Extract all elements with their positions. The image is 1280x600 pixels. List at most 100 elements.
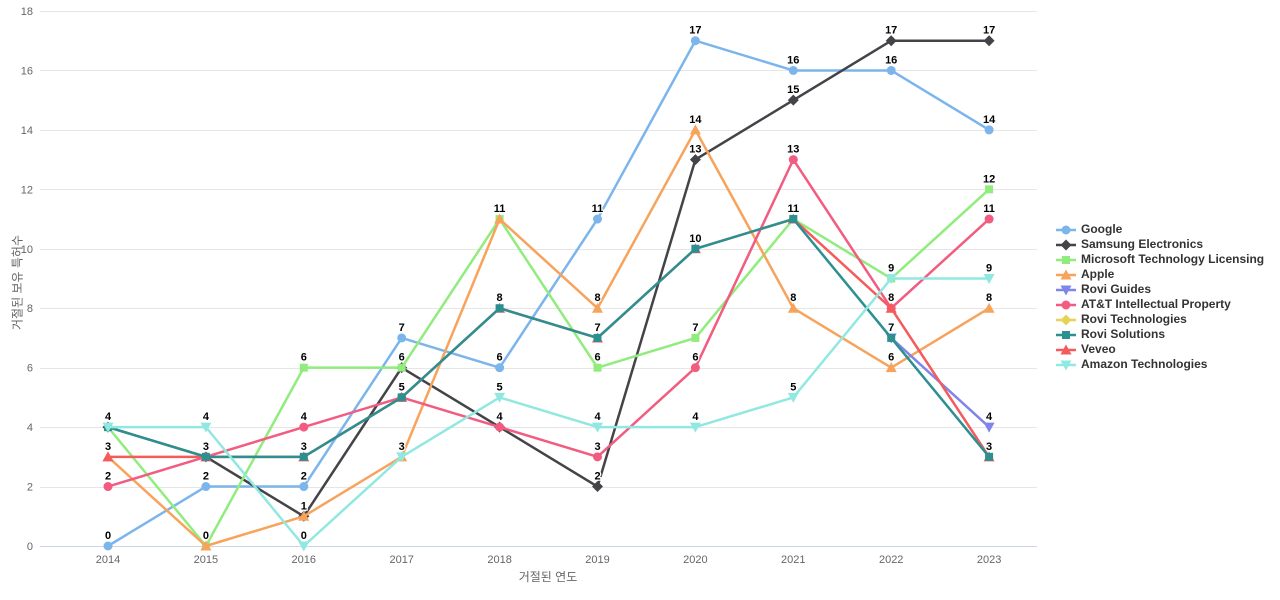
data-point-apple-2020[interactable] — [689, 124, 701, 135]
data-point-rovi-solutions-2021[interactable] — [789, 215, 798, 224]
data-point-google-2019[interactable] — [593, 214, 602, 224]
data-label: 6 — [497, 352, 503, 364]
data-point-at-t-intellectual-property-2021[interactable] — [788, 155, 798, 165]
data-point-apple-2019[interactable] — [592, 302, 603, 313]
data-label: 0 — [203, 530, 209, 542]
legend-item-samsung-electronics[interactable]: Samsung Electronics — [1056, 237, 1264, 252]
data-point-google-2020[interactable] — [690, 36, 700, 46]
veveo-series-marker-icon — [1056, 344, 1076, 354]
data-point-samsung-electronics-2019[interactable] — [592, 481, 603, 493]
data-label: 12 — [983, 173, 995, 185]
data-point-google-2023[interactable] — [984, 125, 994, 135]
legend-item-rovi-technologies[interactable]: Rovi Technologies — [1056, 312, 1264, 327]
data-point-rovi-guides-2023[interactable] — [983, 422, 995, 433]
data-point-microsoft-technology-licensing-2020[interactable] — [691, 333, 700, 342]
legend-item-apple[interactable]: Apple — [1056, 267, 1264, 282]
data-point-amazon-technologies-2023[interactable] — [983, 274, 995, 284]
data-point-samsung-electronics-2022[interactable] — [885, 35, 897, 47]
x-tick-label-2022: 2022 — [879, 554, 903, 566]
data-point-google-2016[interactable] — [299, 482, 309, 492]
data-label: 6 — [888, 352, 894, 364]
data-point-at-t-intellectual-property-2014[interactable] — [103, 482, 113, 492]
data-point-at-t-intellectual-property-2023[interactable] — [984, 214, 994, 224]
data-point-rovi-solutions-2017[interactable] — [397, 393, 406, 402]
data-point-apple-2022[interactable] — [885, 362, 897, 373]
data-label: 15 — [787, 84, 799, 96]
data-point-at-t-intellectual-property-2020[interactable] — [690, 363, 700, 373]
legend-item-at-t-intellectual-property[interactable]: AT&T Intellectual Property — [1056, 297, 1264, 312]
amazon-technologies-series-marker-icon — [1056, 360, 1076, 370]
legend-label-google: Google — [1081, 222, 1123, 236]
data-label: 4 — [301, 411, 308, 423]
data-label: 17 — [689, 25, 701, 37]
samsung-electronics-series-marker-icon — [1056, 239, 1076, 250]
data-label: 4 — [203, 411, 210, 423]
y-tick-label: 6 — [27, 363, 33, 375]
data-point-rovi-solutions-2023[interactable] — [985, 452, 994, 461]
data-point-amazon-technologies-2018[interactable] — [494, 392, 506, 403]
data-point-at-t-intellectual-property-2019[interactable] — [593, 452, 602, 462]
data-point-google-2022[interactable] — [886, 65, 896, 75]
legend-item-rovi-guides[interactable]: Rovi Guides — [1056, 282, 1264, 297]
data-point-samsung-electronics-2023[interactable] — [983, 35, 995, 47]
data-point-amazon-technologies-2016[interactable] — [298, 541, 310, 552]
legend-item-google[interactable]: Google — [1056, 222, 1264, 237]
data-label: 17 — [983, 25, 995, 37]
data-label: 2 — [203, 471, 209, 483]
data-point-microsoft-technology-licensing-2017[interactable] — [397, 363, 406, 372]
data-point-amazon-technologies-2021[interactable] — [787, 392, 799, 403]
data-point-amazon-technologies-2015[interactable] — [200, 422, 212, 433]
data-label: 11 — [787, 203, 799, 215]
data-label: 14 — [983, 114, 996, 126]
data-point-veveo-2022[interactable] — [885, 302, 897, 313]
legend-label-rovi-solutions: Rovi Solutions — [1081, 327, 1165, 341]
data-point-microsoft-technology-licensing-2023[interactable] — [985, 185, 994, 194]
data-label: 7 — [399, 322, 405, 334]
data-point-google-2014[interactable] — [103, 541, 113, 551]
data-point-apple-2023[interactable] — [983, 302, 995, 313]
data-point-microsoft-technology-licensing-2019[interactable] — [593, 363, 602, 372]
data-point-microsoft-technology-licensing-2016[interactable] — [299, 363, 308, 372]
data-point-amazon-technologies-2019[interactable] — [592, 422, 603, 433]
rovi-technologies-series-marker-icon — [1056, 314, 1076, 325]
legend-item-veveo[interactable]: Veveo — [1056, 342, 1264, 357]
x-tick-label-2017: 2017 — [389, 554, 413, 566]
data-point-veveo-2014[interactable] — [102, 451, 114, 462]
x-tick-label-2018: 2018 — [487, 554, 511, 566]
data-label: 3 — [105, 441, 111, 453]
data-point-rovi-solutions-2022[interactable] — [887, 333, 896, 342]
data-point-google-2017[interactable] — [397, 333, 407, 343]
data-point-amazon-technologies-2014[interactable] — [102, 422, 114, 433]
data-label: 3 — [399, 441, 405, 453]
data-point-apple-2021[interactable] — [787, 302, 799, 313]
legend-item-amazon-technologies[interactable]: Amazon Technologies — [1056, 357, 1264, 372]
data-point-apple-2018[interactable] — [494, 213, 506, 224]
data-label: 3 — [986, 441, 992, 453]
legend-label-rovi-technologies: Rovi Technologies — [1081, 312, 1187, 326]
data-point-apple-2016[interactable] — [298, 510, 310, 521]
data-label: 7 — [594, 322, 600, 334]
data-point-google-2015[interactable] — [201, 482, 211, 492]
data-point-rovi-solutions-2019[interactable] — [593, 333, 602, 342]
data-point-samsung-electronics-2021[interactable] — [787, 94, 799, 106]
legend-label-rovi-guides: Rovi Guides — [1081, 282, 1152, 296]
legend-item-microsoft-technology-licensing[interactable]: Microsoft Technology Licensing — [1056, 252, 1264, 267]
data-point-amazon-technologies-2020[interactable] — [689, 422, 701, 433]
data-point-amazon-technologies-2017[interactable] — [396, 452, 408, 463]
data-label: 16 — [787, 54, 799, 66]
legend-item-rovi-solutions[interactable]: Rovi Solutions — [1056, 327, 1264, 342]
data-point-rovi-solutions-2015[interactable] — [201, 452, 210, 461]
data-point-rovi-solutions-2018[interactable] — [495, 304, 504, 313]
data-point-rovi-solutions-2016[interactable] — [299, 452, 308, 461]
data-point-at-t-intellectual-property-2016[interactable] — [299, 422, 309, 432]
data-point-apple-2015[interactable] — [200, 540, 212, 551]
data-point-rovi-solutions-2020[interactable] — [691, 244, 700, 253]
data-point-amazon-technologies-2022[interactable] — [885, 274, 897, 284]
data-point-google-2018[interactable] — [495, 363, 505, 373]
data-point-samsung-electronics-2020[interactable] — [689, 154, 701, 166]
data-label: 0 — [105, 530, 111, 542]
data-point-google-2021[interactable] — [788, 65, 798, 75]
series-line-amazon-technologies — [106, 277, 991, 548]
data-point-at-t-intellectual-property-2018[interactable] — [495, 422, 505, 432]
x-axis-title: 거절된 연도 — [518, 570, 578, 584]
